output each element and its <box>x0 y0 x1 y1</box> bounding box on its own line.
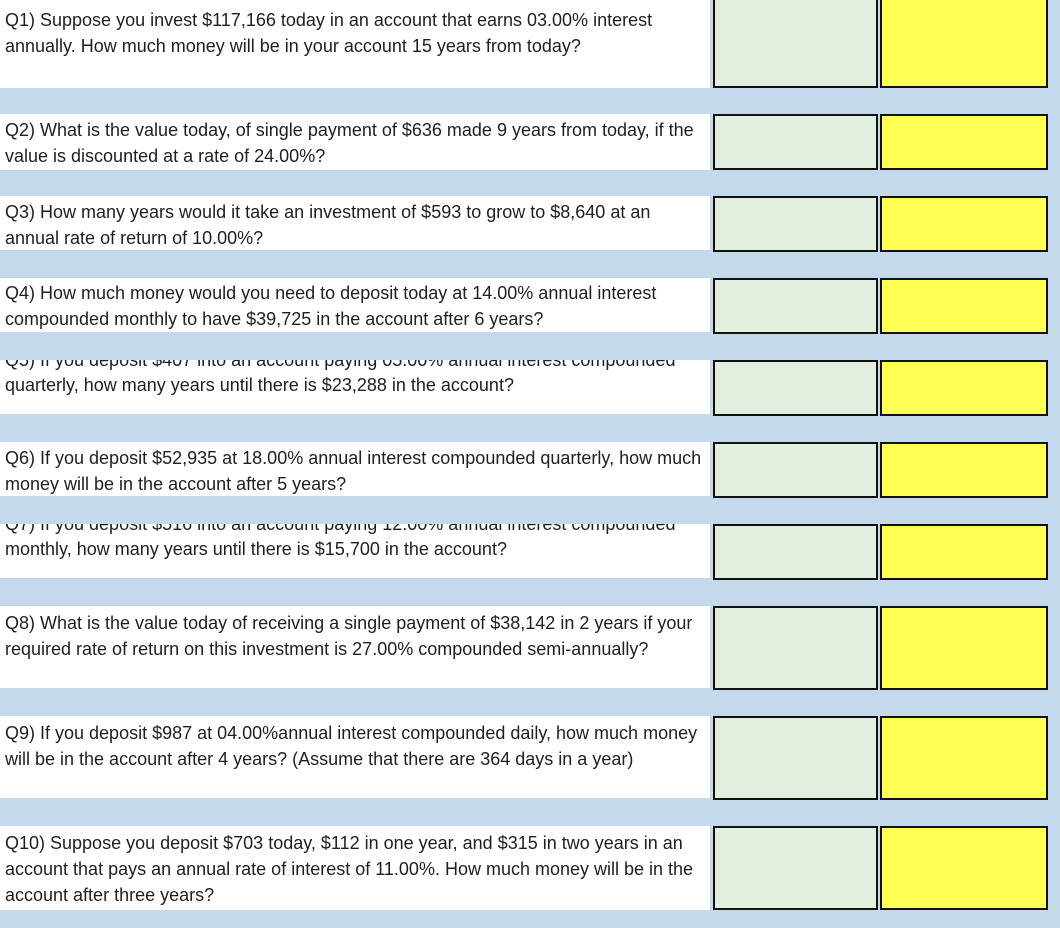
question-2-label: Q2) What is the value today, of single p… <box>5 120 694 166</box>
answer-cell-1[interactable] <box>880 0 1048 88</box>
question-row-5: Q5) If you deposit $407 into an account … <box>0 360 1060 416</box>
answer-cell-8[interactable] <box>880 606 1048 690</box>
question-row-3: Q3) How many years would it take an inve… <box>0 196 1060 252</box>
question-row-6: Q6) If you deposit $52,935 at 18.00% ann… <box>0 442 1060 498</box>
question-3-text: Q3) How many years would it take an inve… <box>0 196 710 250</box>
answer-cell-4[interactable] <box>880 278 1048 334</box>
work-cell-1[interactable] <box>713 0 878 88</box>
question-9-text: Q9) If you deposit $987 at 04.00%annual … <box>0 716 710 798</box>
question-7-text: Q7) If you deposit $516 into an account … <box>0 524 710 578</box>
question-row-10: Q10) Suppose you deposit $703 today, $11… <box>0 826 1060 910</box>
answer-cell-6[interactable] <box>880 442 1048 498</box>
question-row-8: Q8) What is the value today of receiving… <box>0 606 1060 690</box>
question-row-9: Q9) If you deposit $987 at 04.00%annual … <box>0 716 1060 800</box>
question-5-label: Q5) If you deposit $407 into an account … <box>5 360 676 395</box>
work-cell-2[interactable] <box>713 114 878 170</box>
work-cell-10[interactable] <box>713 826 878 910</box>
question-4-text: Q4) How much money would you need to dep… <box>0 278 710 332</box>
work-cell-6[interactable] <box>713 442 878 498</box>
question-4-label: Q4) How much money would you need to dep… <box>5 283 657 329</box>
answer-cell-10[interactable] <box>880 826 1048 910</box>
question-1-text: Q1) Suppose you invest $117,166 today in… <box>0 0 710 88</box>
answer-cell-7[interactable] <box>880 524 1048 580</box>
work-cell-8[interactable] <box>713 606 878 690</box>
work-cell-4[interactable] <box>713 278 878 334</box>
question-5-text: Q5) If you deposit $407 into an account … <box>0 360 710 414</box>
work-cell-5[interactable] <box>713 360 878 416</box>
answer-cell-3[interactable] <box>880 196 1048 252</box>
question-6-label: Q6) If you deposit $52,935 at 18.00% ann… <box>5 448 702 494</box>
question-2-text: Q2) What is the value today, of single p… <box>0 114 710 170</box>
question-1-label: Q1) Suppose you invest $117,166 today in… <box>5 10 653 56</box>
question-row-4: Q4) How much money would you need to dep… <box>0 278 1060 334</box>
question-row-7: Q7) If you deposit $516 into an account … <box>0 524 1060 580</box>
answer-cell-2[interactable] <box>880 114 1048 170</box>
question-6-text: Q6) If you deposit $52,935 at 18.00% ann… <box>0 442 710 496</box>
question-row-1: Q1) Suppose you invest $117,166 today in… <box>0 0 1060 88</box>
answer-cell-9[interactable] <box>880 716 1048 800</box>
answer-cell-5[interactable] <box>880 360 1048 416</box>
question-9-label: Q9) If you deposit $987 at 04.00%annual … <box>5 723 698 769</box>
question-row-2: Q2) What is the value today, of single p… <box>0 114 1060 170</box>
question-10-label: Q10) Suppose you deposit $703 today, $11… <box>5 833 694 905</box>
question-8-label: Q8) What is the value today of receiving… <box>5 613 693 659</box>
question-10-text: Q10) Suppose you deposit $703 today, $11… <box>0 826 710 910</box>
question-7-label: Q7) If you deposit $516 into an account … <box>5 524 676 559</box>
work-cell-9[interactable] <box>713 716 878 800</box>
work-cell-7[interactable] <box>713 524 878 580</box>
work-cell-3[interactable] <box>713 196 878 252</box>
question-8-text: Q8) What is the value today of receiving… <box>0 606 710 688</box>
question-3-label: Q3) How many years would it take an inve… <box>5 202 651 248</box>
